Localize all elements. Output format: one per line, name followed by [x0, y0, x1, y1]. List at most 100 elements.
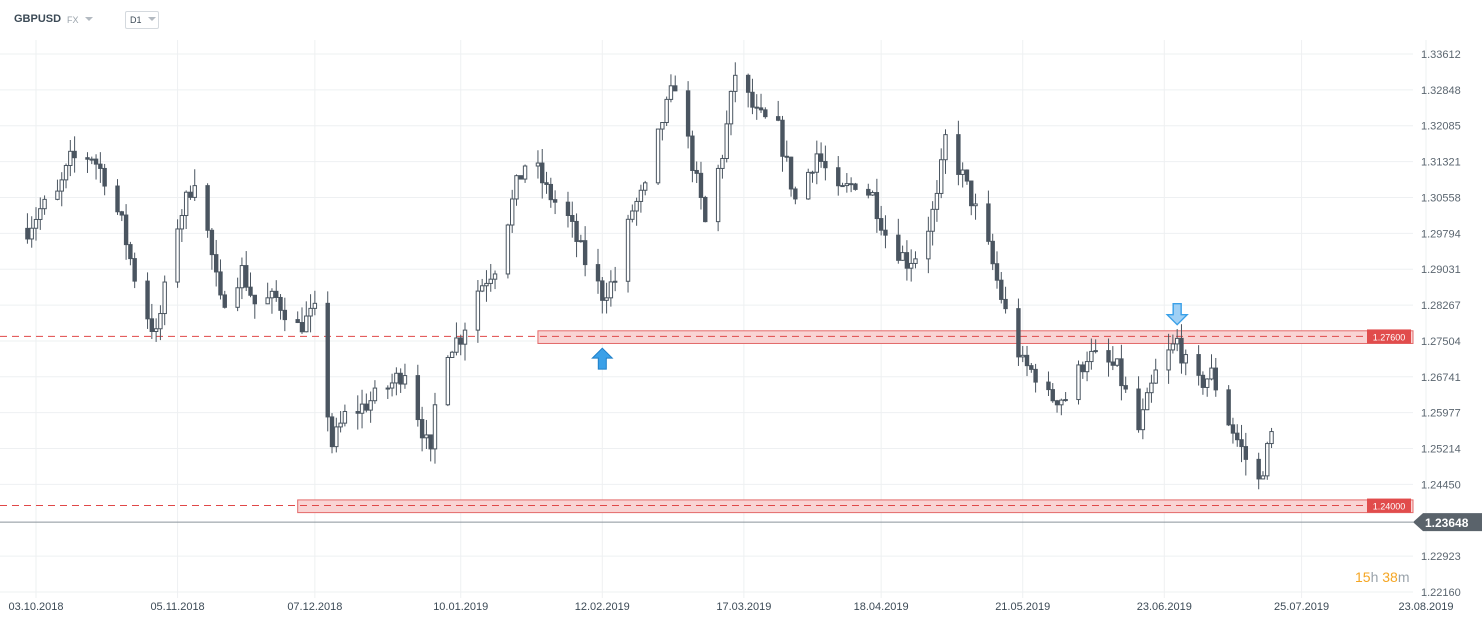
candle-body [1200, 374, 1206, 388]
candle-body [535, 162, 541, 167]
y-tick-label: 1.26741 [1421, 372, 1461, 384]
candle-body [896, 234, 901, 261]
candle-body [840, 185, 845, 188]
candle-body [926, 230, 931, 260]
candle-body [389, 382, 395, 389]
candle-body [63, 165, 69, 181]
candle-body [1230, 424, 1236, 434]
candle-body [758, 107, 764, 111]
candle-body [793, 188, 798, 200]
candle-body [479, 285, 485, 292]
candle-body [1243, 446, 1249, 460]
candle-body [282, 309, 288, 321]
candle-body [239, 265, 245, 289]
candle-body [355, 411, 360, 414]
candle-body [694, 169, 699, 174]
x-tick-label: 10.01.2019 [433, 601, 488, 613]
candle-body [638, 189, 644, 202]
candle-body [930, 208, 935, 232]
candle-body [866, 188, 871, 196]
candle-body [1213, 367, 1218, 391]
candle-body [775, 116, 781, 121]
candle-body [1260, 475, 1266, 480]
candle-body [308, 307, 313, 317]
candle-body [625, 218, 631, 282]
candle-body [1119, 358, 1124, 387]
candle-body [1170, 343, 1176, 351]
buy-arrow-icon [591, 347, 614, 370]
candle-body [153, 328, 159, 333]
candle-body [72, 150, 77, 159]
y-tick-label: 1.29031 [1421, 264, 1461, 276]
candle-body [943, 134, 948, 161]
x-tick-label: 18.04.2019 [854, 601, 909, 613]
candle-body [149, 318, 155, 333]
candle-body [295, 319, 300, 324]
axes: 1.33612 1.32848 1.32085 1.31321 1.30558 1.297… [0, 49, 1482, 613]
level-zone [297, 499, 1414, 514]
candle-body [853, 183, 858, 190]
candle-body [1256, 458, 1261, 480]
candle-body [222, 294, 227, 308]
countdown-hours: 15 [1355, 569, 1371, 585]
candle-body [1093, 350, 1098, 353]
candle-body [552, 199, 558, 203]
candle-body [338, 422, 343, 428]
candle-body [398, 372, 403, 385]
candle-body [475, 290, 481, 331]
candle-body [188, 191, 193, 198]
candle-body [595, 264, 601, 282]
candle-body [715, 167, 721, 223]
candle-body [1106, 350, 1111, 363]
level-zone [537, 330, 1414, 344]
candle-body [728, 90, 734, 125]
candle-body [999, 279, 1004, 300]
level-label-box [1367, 498, 1411, 513]
candle-body [1059, 399, 1064, 406]
candle-body [1114, 358, 1120, 366]
candle-body [745, 74, 751, 93]
market-selector[interactable]: FX [67, 15, 93, 25]
candle-body [274, 290, 279, 298]
candle-body [123, 214, 129, 246]
candle-body [788, 156, 794, 190]
y-tick-label: 1.22923 [1421, 551, 1461, 563]
candle-body [462, 329, 468, 345]
candle-body [248, 286, 253, 296]
candle-body [655, 128, 661, 184]
y-tick-label: 1.25977 [1421, 408, 1461, 420]
candle-body [179, 215, 185, 230]
candle-body [25, 227, 30, 240]
candle-body [235, 287, 240, 308]
candle-body [1076, 364, 1081, 401]
candle-body [1016, 308, 1021, 358]
candle-body [960, 169, 965, 175]
timeframe-selector[interactable]: D1 [125, 11, 159, 29]
candle-body [810, 171, 815, 174]
candle-body [454, 337, 459, 353]
candle-body [205, 185, 210, 231]
candle-body [419, 419, 425, 439]
candle-body [329, 416, 335, 448]
candle-body [128, 244, 133, 260]
candle-body [1174, 337, 1180, 345]
candle-body [836, 167, 841, 187]
candle-body [252, 294, 257, 305]
symbol-label[interactable]: GBPUSD [14, 13, 62, 25]
candle-body [814, 153, 820, 173]
candle-body [488, 278, 493, 284]
candle-body [582, 240, 588, 266]
candle-body [604, 297, 609, 301]
candle-body [1144, 392, 1150, 411]
y-tick-label: 1.22160 [1421, 587, 1461, 599]
candle-body [145, 280, 150, 320]
candle-body [89, 158, 94, 161]
candle-body [973, 203, 978, 207]
candle-body [690, 135, 695, 171]
candle-body [218, 271, 223, 296]
candle-body [394, 372, 399, 384]
y-tick-label: 1.32848 [1421, 85, 1461, 97]
x-tick-label: 25.07.2019 [1274, 601, 1329, 613]
candle-body [720, 157, 725, 169]
